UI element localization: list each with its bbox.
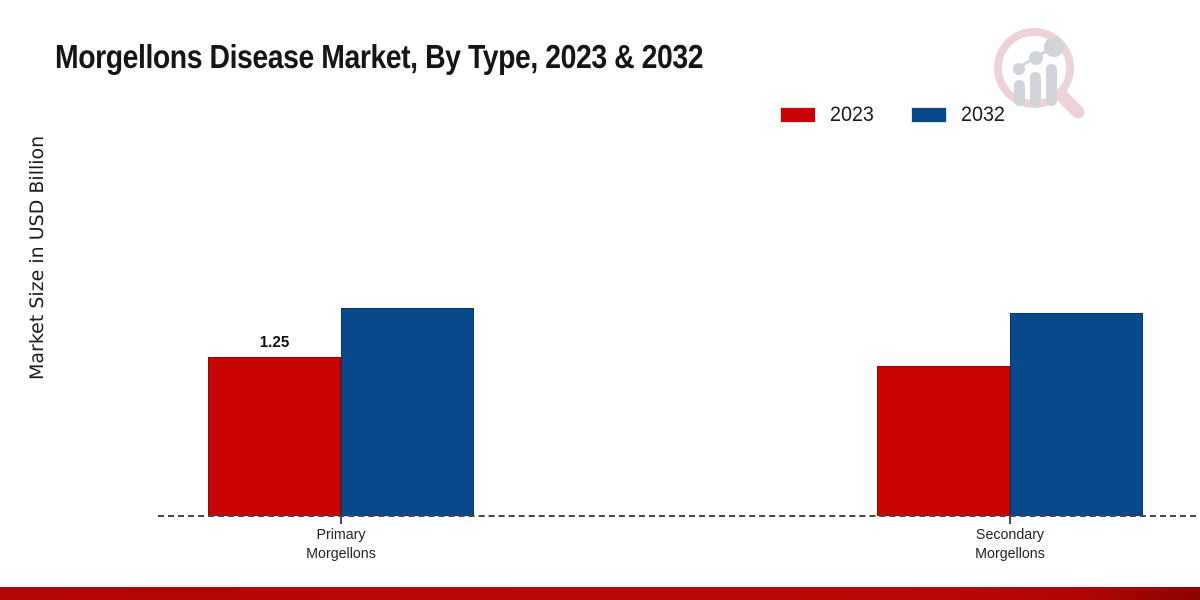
legend-label-2032: 2032 [960,103,1005,126]
axis-tick [1009,516,1011,524]
chart-title: Morgellons Disease Market, By Type, 2023… [55,38,704,75]
legend-swatch-2032 [910,107,947,123]
bar-secondary-morgellons-2032 [1010,313,1143,516]
bar-primary-morgellons-2032 [341,308,474,516]
bar-secondary-morgellons-2023 [877,366,1010,516]
x-axis-baseline [158,515,1196,517]
legend-item-2032: 2032 [910,103,1008,127]
legend-swatch-2023 [780,107,816,123]
legend-label-2023: 2023 [830,103,874,126]
legend-item-2023: 2023 [780,103,877,127]
category-label-primary-morgellons: Primary Morgellons [306,526,376,562]
legend: 2023 2032 [780,103,1007,127]
value-label-primary-morgellons-2023: 1.25 [259,334,290,351]
footer-accent-bar [0,587,1200,600]
category-label-secondary-morgellons: Secondary Morgellons [975,526,1045,562]
bar-primary-morgellons-2023 [208,357,341,516]
magnifier-bar-chart-logo-icon [994,28,1085,119]
axis-tick [340,516,342,524]
